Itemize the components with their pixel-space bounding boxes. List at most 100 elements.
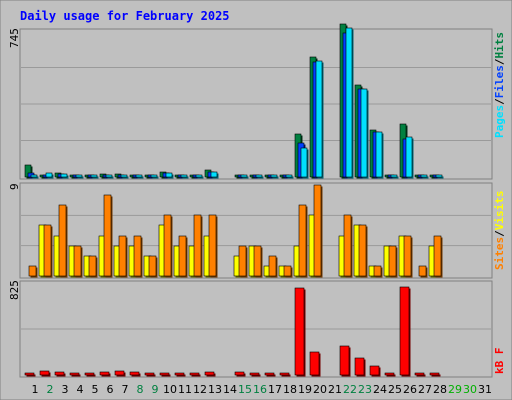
bottom-kb-f-bar bbox=[429, 372, 440, 376]
bottom-panel-frame bbox=[19, 280, 493, 378]
bottom-kb-f-bar bbox=[144, 372, 155, 376]
x-tick-label-15: 15 bbox=[238, 383, 252, 396]
top-pages-bar bbox=[285, 174, 293, 178]
top-panel-max-label: 745 bbox=[8, 28, 21, 48]
bottom-kb-f-bar-shadow bbox=[146, 374, 156, 377]
mid-panel-max-label: 9 bbox=[8, 183, 21, 190]
mid-sites-bar bbox=[343, 214, 352, 277]
x-tick-label-14: 14 bbox=[223, 383, 237, 396]
x-tick-label-16: 16 bbox=[253, 383, 267, 396]
bottom-kb-f-bar bbox=[309, 351, 320, 376]
x-tick-label-1: 1 bbox=[32, 383, 39, 396]
top-pages-bar bbox=[90, 174, 98, 178]
top-pages-bar bbox=[300, 147, 308, 178]
mid-sites-bar bbox=[28, 265, 37, 277]
mid-panel-frame bbox=[19, 182, 493, 279]
mid-sites-bar bbox=[133, 235, 142, 277]
legend-sep-2: / bbox=[493, 58, 506, 65]
top-pages-bar bbox=[165, 172, 173, 178]
top-pages-bar-shadow bbox=[392, 176, 399, 179]
bottom-kb-f-bar-shadow bbox=[281, 374, 291, 377]
top-panel-legend: Pages/Files/Hits bbox=[493, 32, 506, 138]
x-tick-label-12: 12 bbox=[193, 383, 207, 396]
legend-files: Files bbox=[493, 65, 506, 98]
top-pages-bar bbox=[30, 174, 38, 178]
bottom-kb-f-bar bbox=[279, 372, 290, 376]
legend-sep-1: / bbox=[493, 98, 506, 105]
top-pages-bar bbox=[255, 174, 263, 178]
top-pages-bar bbox=[135, 174, 143, 178]
bottom-kb-f-bar bbox=[129, 371, 140, 376]
x-tick-label-27: 27 bbox=[418, 383, 432, 396]
mid-sites-bar bbox=[118, 235, 127, 277]
top-pages-bar bbox=[150, 174, 158, 178]
x-tick-label-4: 4 bbox=[77, 383, 84, 396]
bottom-kb-f-bar-shadow bbox=[86, 374, 96, 377]
mid-sites-bar bbox=[178, 235, 187, 277]
mid-panel-legend: Sites/Visits bbox=[493, 191, 506, 271]
bottom-kb-f-bar bbox=[84, 372, 95, 376]
bottom-kb-f-bar-shadow bbox=[416, 374, 426, 377]
mid-sites-bar bbox=[373, 265, 382, 277]
mid-sites-bar bbox=[208, 214, 217, 277]
bottom-kb-f-bar bbox=[174, 372, 185, 376]
top-pages-bar bbox=[45, 172, 53, 178]
top-pages-bar-shadow bbox=[137, 176, 144, 179]
top-pages-bar-shadow bbox=[32, 176, 39, 179]
top-pages-bar bbox=[390, 174, 398, 178]
x-tick-label-23: 23 bbox=[358, 383, 372, 396]
top-pages-bar bbox=[315, 60, 323, 178]
top-panel-frame bbox=[19, 28, 493, 180]
top-pages-bar-shadow bbox=[122, 176, 129, 179]
bottom-kb-f-bar bbox=[69, 372, 80, 376]
bottom-kb-f-bar bbox=[189, 372, 200, 376]
top-pages-bar bbox=[240, 174, 248, 178]
x-tick-label-8: 8 bbox=[137, 383, 144, 396]
bottom-kb-f-bar bbox=[114, 370, 125, 376]
x-tick-label-7: 7 bbox=[122, 383, 129, 396]
bottom-kb-f-bar bbox=[99, 371, 110, 376]
mid-sites-bar bbox=[103, 194, 112, 277]
top-pages-bar-shadow bbox=[272, 176, 279, 179]
top-pages-bar-shadow bbox=[182, 176, 189, 179]
x-tick-label-25: 25 bbox=[388, 383, 402, 396]
top-pages-bar-shadow bbox=[77, 176, 84, 179]
bottom-kb-f-bar bbox=[24, 372, 35, 376]
top-pages-bar bbox=[210, 171, 218, 178]
top-pages-bar bbox=[195, 174, 203, 178]
mid-sites-bar bbox=[73, 245, 82, 277]
top-pages-bar bbox=[360, 88, 368, 178]
x-tick-label-28: 28 bbox=[433, 383, 447, 396]
top-pages-bar-shadow bbox=[92, 176, 99, 179]
bottom-kb-f-bar-shadow bbox=[161, 374, 171, 377]
top-pages-bar bbox=[180, 174, 188, 178]
bottom-kb-f-bar bbox=[354, 357, 365, 376]
x-tick-label-9: 9 bbox=[152, 383, 159, 396]
bottom-kb-f-bar bbox=[54, 371, 65, 376]
mid-sites-bar bbox=[433, 235, 442, 277]
mid-sites-bar bbox=[388, 245, 397, 277]
mid-sites-bar bbox=[88, 255, 97, 277]
bottom-panel-legend: kB F bbox=[493, 348, 506, 375]
x-tick-label-31: 31 bbox=[478, 383, 492, 396]
top-pages-bar bbox=[75, 174, 83, 178]
x-tick-label-6: 6 bbox=[107, 383, 114, 396]
bottom-kb-f-bar-shadow bbox=[251, 374, 261, 377]
legend-pages: Pages bbox=[493, 105, 506, 138]
mid-sites-bar bbox=[58, 204, 67, 277]
legend-sites: Sites bbox=[493, 237, 506, 270]
bottom-kb-f-bar-shadow bbox=[386, 374, 396, 377]
bottom-kb-f-bar bbox=[39, 370, 50, 376]
bottom-kb-f-bar bbox=[264, 372, 275, 376]
mid-sites-bar bbox=[253, 245, 262, 277]
mid-sites-bar bbox=[193, 214, 202, 277]
legend-hits: Hits bbox=[493, 32, 506, 59]
mid-sites-bar bbox=[163, 214, 172, 277]
mid-sites-bar bbox=[298, 204, 307, 277]
x-tick-label-20: 20 bbox=[313, 383, 327, 396]
top-pages-bar bbox=[270, 174, 278, 178]
top-pages-bar-shadow bbox=[242, 176, 249, 179]
top-pages-bar-shadow bbox=[257, 176, 264, 179]
top-pages-bar bbox=[420, 174, 428, 178]
bottom-kb-f-bar bbox=[414, 372, 425, 376]
